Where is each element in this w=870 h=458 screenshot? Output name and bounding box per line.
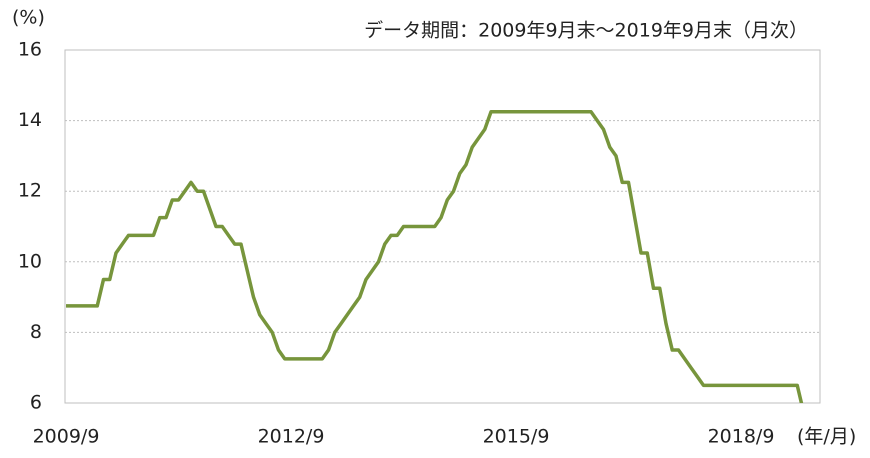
- x-tick-label: 2018/9: [708, 426, 775, 448]
- x-tick-label: 2012/9: [258, 426, 325, 448]
- x-tick-label: 2009/9: [33, 426, 100, 448]
- y-tick-label: 14: [18, 109, 42, 131]
- subtitle: データ期間：2009年9月末～2019年9月末（月次）: [364, 20, 808, 42]
- x-tick-label: 2015/9: [483, 426, 550, 448]
- y-axis-label: (%): [12, 7, 45, 29]
- y-tick-label: 8: [30, 321, 42, 343]
- y-tick-label: 10: [18, 250, 42, 272]
- data-line: [66, 110, 804, 403]
- plot-frame: [64, 49, 821, 404]
- y-tick-label: 12: [18, 180, 42, 202]
- y-tick-label: 16: [18, 39, 42, 61]
- x-axis-label: (年/月): [797, 426, 856, 448]
- y-tick-label: 6: [30, 392, 42, 414]
